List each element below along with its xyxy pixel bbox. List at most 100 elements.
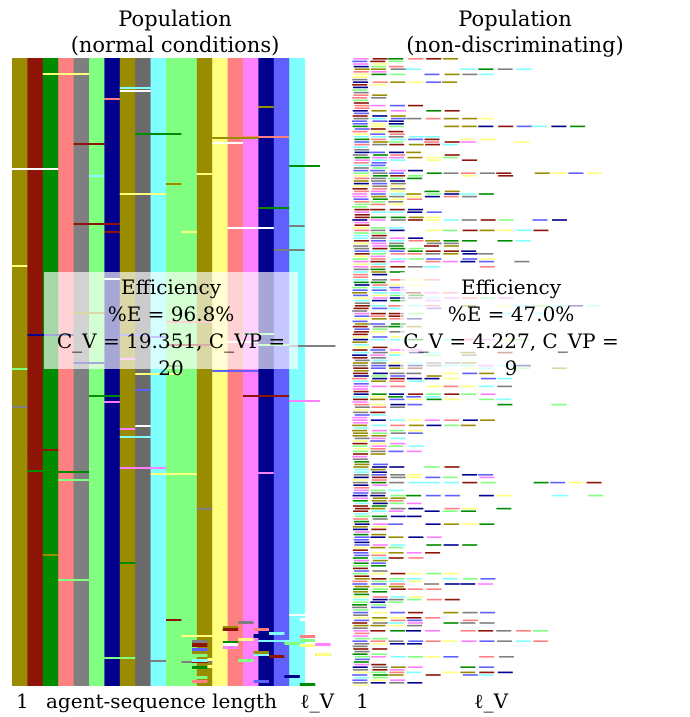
sequence-segment — [372, 172, 388, 174]
sequence-segment — [443, 172, 459, 174]
sequence-segment — [424, 510, 440, 512]
sequence-segment — [515, 640, 531, 642]
sequence-segment — [389, 318, 405, 320]
sequence-segment — [354, 263, 370, 265]
sequence-segment — [352, 130, 368, 133]
sequence-segment — [354, 224, 370, 226]
sequence-segment — [352, 89, 368, 91]
sequence-segment — [390, 299, 406, 302]
sequence-segment — [497, 671, 513, 674]
sequence-segment — [352, 78, 368, 81]
sequence-segment — [353, 102, 369, 104]
sequence-segment — [390, 73, 406, 76]
sequence-segment — [389, 260, 405, 263]
sequence-segment — [389, 180, 405, 182]
sequence-segment — [408, 58, 424, 60]
left-efficiency-label: Efficiency — [120, 275, 222, 299]
sequence-segment — [514, 260, 530, 263]
sequence-segment — [353, 91, 369, 94]
sequence-segment — [533, 229, 549, 232]
sequence-segment — [425, 494, 441, 497]
sequence-segment — [443, 117, 459, 120]
sequence-segment — [371, 435, 387, 437]
sequence-segment — [498, 175, 514, 177]
sequence-glitch — [222, 628, 239, 631]
sequence-segment — [353, 474, 369, 476]
sequence-segment — [479, 372, 495, 375]
sequence-segment — [354, 676, 370, 679]
sequence-segment — [444, 583, 460, 585]
sequence-segment — [461, 250, 477, 252]
sequence-segment — [353, 492, 369, 494]
sequence-segment — [371, 331, 387, 333]
sequence-glitch — [253, 628, 269, 631]
sequence-segment — [479, 671, 495, 674]
sequence-segment — [354, 247, 370, 250]
sequence-segment — [479, 172, 495, 174]
sequence-segment — [372, 617, 388, 619]
sequence-segment — [352, 640, 368, 642]
sequence-segment — [389, 242, 405, 245]
left-cv-values: C_V = 19.351, C_VP = 20 — [56, 329, 286, 380]
sequence-segment — [354, 185, 370, 187]
sequence-glitch — [192, 666, 208, 669]
sequence-segment — [352, 500, 368, 502]
sequence-segment — [406, 552, 422, 554]
sequence-segment — [354, 328, 370, 330]
sequence-segment — [389, 380, 405, 382]
sequence-segment — [353, 180, 369, 182]
sequence-segment — [353, 422, 369, 424]
sequence-segment — [408, 380, 424, 382]
sequence-segment — [354, 448, 370, 450]
sequence-column — [150, 58, 167, 686]
sequence-segment — [370, 237, 386, 239]
sequence-segment — [353, 99, 369, 102]
sequence-glitch — [222, 643, 239, 646]
sequence-glitch — [212, 142, 243, 144]
sequence-segment — [407, 624, 423, 627]
sequence-segment — [354, 559, 370, 562]
sequence-segment — [370, 572, 386, 575]
sequence-glitch — [315, 653, 331, 656]
sequence-segment — [353, 383, 369, 385]
sequence-segment — [462, 195, 478, 198]
sequence-segment — [390, 544, 406, 546]
sequence-segment — [354, 578, 370, 580]
sequence-segment — [389, 349, 405, 351]
sequence-segment — [372, 666, 388, 668]
sequence-segment — [462, 253, 478, 255]
sequence-segment — [352, 606, 368, 609]
sequence-segment — [390, 406, 406, 408]
sequence-segment — [407, 175, 423, 177]
sequence-segment — [353, 427, 369, 429]
sequence-segment — [390, 403, 406, 406]
sequence-segment — [352, 377, 368, 380]
sequence-segment — [353, 552, 369, 554]
sequence-segment — [352, 416, 368, 419]
sequence-segment — [354, 128, 370, 130]
sequence-segment — [354, 487, 370, 489]
sequence-segment — [389, 377, 405, 380]
sequence-segment — [352, 388, 368, 390]
sequence-segment — [424, 141, 440, 143]
sequence-segment — [370, 396, 386, 398]
sequence-segment — [370, 448, 386, 450]
left-panel-title: Population (normal conditions) — [10, 6, 340, 58]
sequence-segment — [442, 58, 458, 60]
sequence-segment — [372, 143, 388, 146]
sequence-glitch — [258, 207, 290, 209]
sequence-glitch — [119, 90, 151, 92]
sequence-segment — [371, 364, 387, 367]
sequence-segment — [408, 580, 424, 583]
sequence-segment — [372, 523, 388, 525]
sequence-segment — [480, 393, 496, 395]
sequence-glitch — [284, 642, 300, 645]
sequence-glitch — [284, 675, 300, 678]
sequence-segment — [407, 682, 423, 684]
sequence-segment — [370, 453, 386, 455]
sequence-segment — [370, 411, 386, 414]
sequence-glitch — [299, 635, 316, 638]
sequence-segment — [426, 193, 442, 195]
sequence-glitch — [299, 618, 316, 621]
sequence-segment — [496, 630, 512, 632]
